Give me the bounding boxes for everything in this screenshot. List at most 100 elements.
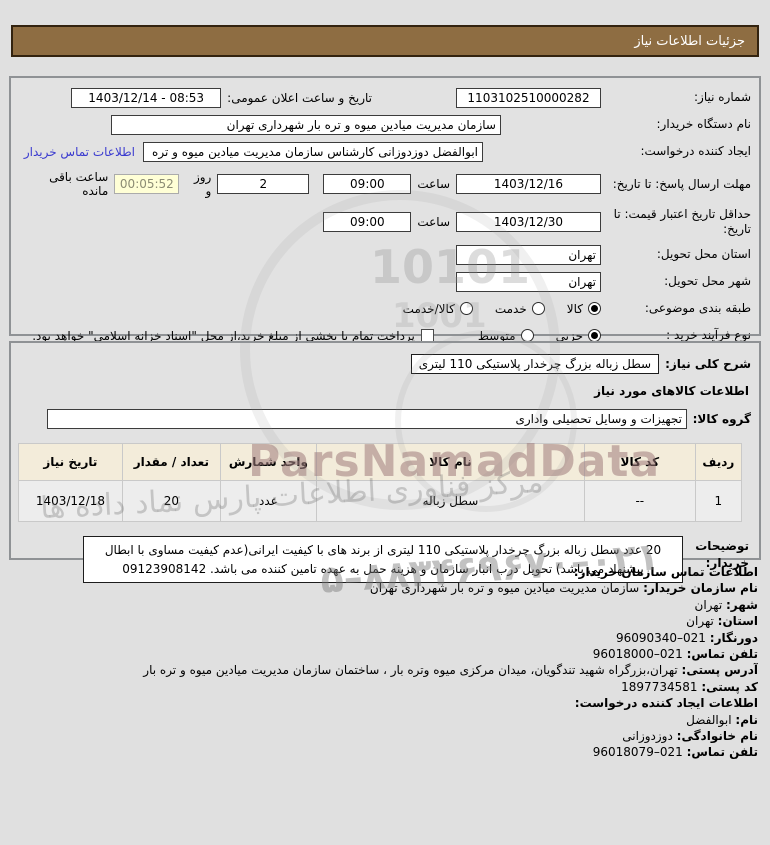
buyer-province-label: استان: (717, 614, 758, 629)
buyer-fax-value: 021–96090340 (615, 630, 706, 645)
category-goods-label: کالا (566, 301, 583, 316)
items-table: ردیف کد کالا نام کالا واحد شمارش تعداد /… (18, 443, 743, 522)
buyer-org-input[interactable] (111, 114, 501, 135)
buyer-org-label: نام دستگاه خریدار: (656, 117, 752, 131)
price-validity-label: حداقل تاریخ اعتبار قیمت: تا تاریخ: (613, 207, 751, 236)
buyer-phone-line: تلفن تماس: 021–96018000 (12, 646, 758, 662)
need-items-section: شرح کلی نیاز: سطل زباله بزرگ چرخدار پلاس… (9, 341, 761, 584)
items-table-header-row: ردیف کد کالا نام کالا واحد شمارش تعداد /… (18, 443, 743, 481)
buyer-postal-label: کد پستی: (701, 679, 758, 694)
category-service-label: خدمت (494, 301, 527, 316)
need-number-row: شماره نیاز: تاریخ و ساعت اعلان عمومی: (17, 87, 751, 108)
buyer-city-line: شهر: تهران (12, 597, 758, 613)
creator-phone-value: 021–96018079 (592, 745, 683, 760)
buyer-province-line: استان: تهران (12, 613, 758, 629)
process-medium-label: متوسط (477, 328, 516, 343)
page-title: جزئیات اطلاعات نیاز (11, 25, 759, 57)
creator-phone-line: تلفن تماس: 021–96018079 (12, 744, 758, 760)
buyer-contact-link[interactable]: اطلاعات تماس خریدار (23, 144, 135, 159)
buyer-phone-label: تلفن تماس: (686, 647, 758, 662)
creator-last-name-line: نام خانوادگی: دوزدوزانی (12, 728, 758, 744)
col-row-number: ردیف (694, 443, 743, 481)
category-goods-service-label: کالا/خدمت (402, 301, 455, 316)
validity-hour-label: ساعت (417, 215, 450, 229)
remaining-days-input[interactable] (217, 174, 310, 194)
announce-datetime-input[interactable] (71, 87, 222, 108)
buyer-contact-heading: اطلاعات تماس سازمان خریدار: (573, 565, 758, 579)
delivery-province-row: استان محل تحویل: (17, 244, 751, 265)
items-table-row: 1 -- سطل زباله عدد 20 1403/12/18 (18, 480, 743, 522)
creator-first-name-line: نام: ابوالفضل (12, 712, 758, 728)
request-creator-label: ایجاد کننده درخواست: (640, 144, 751, 158)
buyer-city-label: شهر: (726, 597, 758, 612)
delivery-city-label: شهر محل تحویل: (664, 274, 751, 288)
creator-first-name-label: نام: (735, 712, 758, 727)
buyer-address-line: آدرس پستی: تهران،بزرگراه شهید تندگویان، … (12, 662, 758, 678)
col-item-name: نام کالا (315, 443, 585, 481)
buyer-notes-text: 20 عدد سطل زباله بزرگ چرخدار پلاستیکی 11… (83, 536, 683, 584)
validity-date-input[interactable] (456, 212, 601, 232)
request-creator-input[interactable] (143, 141, 483, 162)
need-number-input[interactable] (456, 87, 601, 108)
validity-time-input[interactable] (323, 212, 412, 232)
contact-info-block: اطلاعات تماس سازمان خریدار: نام سازمان خ… (12, 564, 758, 761)
treasury-checkbox-label: پرداخت تمام یا بخشی از مبلغ خرید،از محل … (32, 328, 415, 343)
category-goods-radio[interactable] (588, 302, 601, 315)
announce-datetime-label: تاریخ و ساعت اعلان عمومی: (227, 90, 372, 105)
hours-remaining-label: ساعت باقی مانده (49, 170, 109, 198)
page-title-text: جزئیات اطلاعات نیاز (634, 33, 745, 49)
need-description-label: شرح کلی نیاز: (665, 356, 751, 371)
buyer-notes-row: توضیحات خریدار: 20 عدد سطل زباله بزرگ چر… (21, 536, 749, 584)
col-unit: واحد شمارش (219, 443, 317, 481)
buyer-org-name-label: نام سازمان خریدار: (643, 581, 758, 596)
delivery-city-input[interactable] (456, 271, 601, 292)
buyer-fax-label: دورنگار: (709, 630, 758, 645)
subject-category-label: طبقه بندی موضوعی: (644, 301, 751, 315)
col-quantity: تعداد / مقدار (121, 443, 221, 481)
days-and-label: روز و (193, 170, 212, 198)
col-need-date: تاریخ نیاز (18, 443, 123, 481)
delivery-province-label: استان محل تحویل: (656, 247, 751, 261)
countdown-timer: 00:05:52 (114, 174, 180, 194)
creator-first-name-value: ابوالفضل (686, 712, 732, 727)
category-service-radio[interactable] (531, 302, 545, 315)
deadline-date-input[interactable] (456, 174, 601, 194)
buyer-postal-value: 1897734581 (621, 679, 698, 694)
cell-need-date: 1403/12/18 (18, 480, 123, 522)
creator-phone-label: تلفن تماس: (686, 745, 758, 760)
price-validity-row: حداقل تاریخ اعتبار قیمت: تا تاریخ: ساعت (17, 206, 751, 238)
cell-item-code: -- (583, 480, 696, 522)
subject-category-row: طبقه بندی موضوعی: کالا خدمت کالا/خدمت (17, 298, 751, 319)
cell-row-number: 1 (694, 480, 743, 522)
cell-item-name: سطل زباله (315, 480, 585, 522)
process-minor-label: جزیی (555, 328, 583, 343)
need-description-row: شرح کلی نیاز: سطل زباله بزرگ چرخدار پلاس… (19, 353, 751, 374)
delivery-province-input[interactable] (456, 244, 601, 265)
deadline-hour-label: ساعت (417, 177, 450, 191)
buyer-postal-line: کد پستی: 1897734581 (12, 679, 758, 695)
goods-group-input[interactable] (47, 408, 687, 429)
request-creator-row: ایجاد کننده درخواست: اطلاعات تماس خریدار (17, 141, 751, 162)
delivery-city-row: شهر محل تحویل: (17, 271, 751, 292)
need-info-section: شماره نیاز: تاریخ و ساعت اعلان عمومی: نا… (9, 76, 761, 343)
purchase-process-label: نوع فرآیند خرید : (666, 328, 751, 342)
creator-last-name-label: نام خانوادگی: (676, 729, 758, 744)
buyer-org-name-value: سازمان مدیریت میادین میوه و تره بار شهرد… (369, 581, 640, 596)
goods-group-row: گروه کالا: (19, 408, 751, 429)
cell-unit: عدد (219, 480, 317, 522)
need-description-value: سطل زباله بزرگ چرخدار پلاستیکی 110 لیتری (410, 353, 660, 374)
category-goods-service-radio[interactable] (459, 302, 473, 315)
cell-quantity: 20 (121, 480, 221, 522)
buyer-address-value: تهران،بزرگراه شهید تندگویان، میدان مرکزی… (143, 663, 678, 678)
deadline-time-input[interactable] (323, 174, 412, 194)
buyer-city-value: تهران (694, 597, 723, 612)
buyer-notes-label: توضیحات خریدار: (695, 539, 749, 570)
col-item-code: کد کالا (583, 443, 696, 481)
creator-info-heading: اطلاعات ایجاد کننده درخواست: (574, 696, 758, 711)
purchase-process-row: نوع فرآیند خرید : جزیی متوسط پرداخت تمام… (17, 325, 751, 346)
goods-group-label: گروه کالا: (692, 411, 751, 426)
buyer-address-label: آدرس پستی: (681, 663, 758, 678)
response-deadline-row: مهلت ارسال پاسخ: تا تاریخ: ساعت روز و 00… (17, 168, 751, 200)
buyer-phone-value: 021–96018000 (592, 647, 683, 662)
